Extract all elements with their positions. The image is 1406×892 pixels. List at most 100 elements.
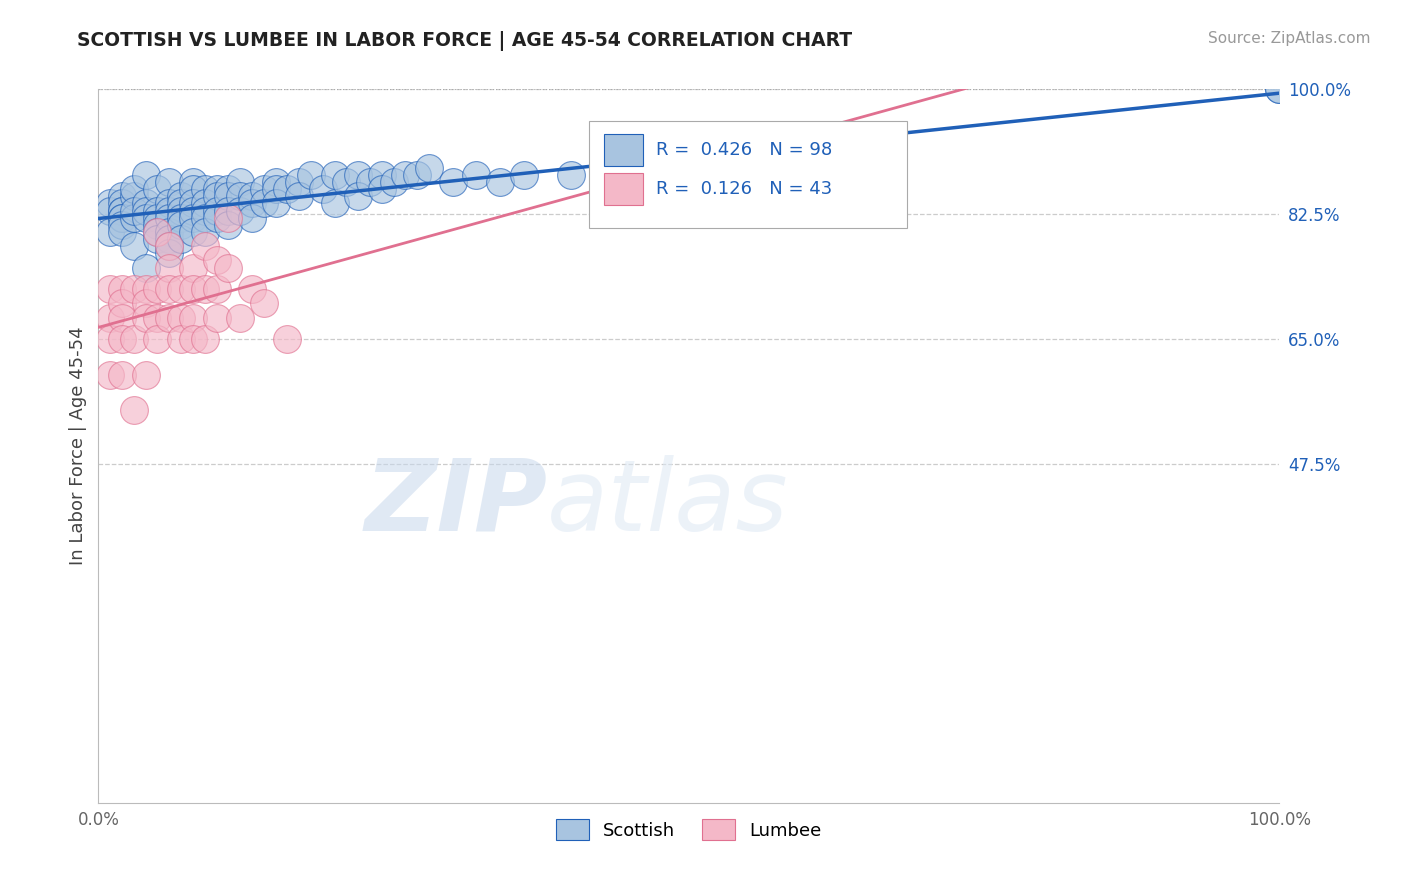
Point <box>170 211 193 225</box>
Point <box>181 211 204 225</box>
Point <box>157 246 180 260</box>
Point <box>229 189 252 203</box>
Point <box>135 196 157 211</box>
Point <box>111 310 134 325</box>
Point <box>194 211 217 225</box>
Point <box>406 168 429 182</box>
Point <box>111 282 134 296</box>
Point <box>170 189 193 203</box>
Point <box>111 368 134 382</box>
Point <box>146 211 169 225</box>
Point <box>371 182 394 196</box>
Point <box>135 211 157 225</box>
Point <box>194 182 217 196</box>
Point <box>217 218 239 232</box>
Point <box>170 218 193 232</box>
Point <box>194 282 217 296</box>
Point <box>157 282 180 296</box>
Point <box>205 189 228 203</box>
Point <box>347 189 370 203</box>
Point <box>157 225 180 239</box>
Point <box>619 161 641 175</box>
Point <box>489 175 512 189</box>
Point <box>111 203 134 218</box>
Point <box>217 189 239 203</box>
Point <box>111 225 134 239</box>
Point <box>312 182 335 196</box>
Point <box>418 161 440 175</box>
Point <box>217 211 239 225</box>
Point <box>146 225 169 239</box>
Point <box>146 310 169 325</box>
Point <box>122 189 145 203</box>
Point <box>205 182 228 196</box>
Point <box>122 332 145 346</box>
Point <box>135 282 157 296</box>
Point <box>299 168 322 182</box>
Point <box>181 282 204 296</box>
Point <box>382 175 405 189</box>
Point <box>157 239 180 253</box>
Point <box>181 225 204 239</box>
Point <box>111 196 134 211</box>
Point <box>98 310 121 325</box>
Point <box>135 368 157 382</box>
Point <box>205 282 228 296</box>
Point <box>170 203 193 218</box>
Point <box>323 196 346 211</box>
Point <box>111 296 134 310</box>
Point <box>217 182 239 196</box>
Point <box>253 296 276 310</box>
Point <box>240 189 263 203</box>
Point <box>181 196 204 211</box>
Point <box>264 196 287 211</box>
Point <box>170 196 193 211</box>
Point <box>217 203 239 218</box>
Point <box>146 218 169 232</box>
Point <box>205 253 228 268</box>
Point <box>276 182 298 196</box>
Point <box>157 175 180 189</box>
Point <box>240 282 263 296</box>
Text: atlas: atlas <box>547 455 789 551</box>
Point <box>111 332 134 346</box>
Point <box>1268 82 1291 96</box>
Point <box>135 296 157 310</box>
Point <box>98 203 121 218</box>
Point <box>181 260 204 275</box>
Point <box>737 161 759 175</box>
Point <box>359 175 381 189</box>
Point <box>194 239 217 253</box>
Point <box>157 310 180 325</box>
Point <box>512 168 534 182</box>
Point <box>335 175 357 189</box>
Point <box>264 175 287 189</box>
Point <box>135 310 157 325</box>
Point <box>157 260 180 275</box>
Point <box>135 203 157 218</box>
Point <box>157 196 180 211</box>
Point <box>560 168 582 182</box>
Point <box>217 260 239 275</box>
Point <box>157 203 180 218</box>
Text: ZIP: ZIP <box>364 455 547 551</box>
Point <box>229 310 252 325</box>
Text: R =  0.426   N = 98: R = 0.426 N = 98 <box>655 141 832 159</box>
Point <box>229 175 252 189</box>
Point <box>205 310 228 325</box>
Point <box>122 282 145 296</box>
Point <box>288 175 311 189</box>
Point <box>253 196 276 211</box>
Point <box>347 168 370 182</box>
Point <box>111 203 134 218</box>
Point <box>122 182 145 196</box>
Point <box>98 368 121 382</box>
Point <box>157 239 180 253</box>
Point <box>855 161 877 175</box>
Point <box>98 196 121 211</box>
Point <box>240 196 263 211</box>
Point <box>146 182 169 196</box>
Point <box>181 332 204 346</box>
Point <box>111 211 134 225</box>
Point <box>205 211 228 225</box>
